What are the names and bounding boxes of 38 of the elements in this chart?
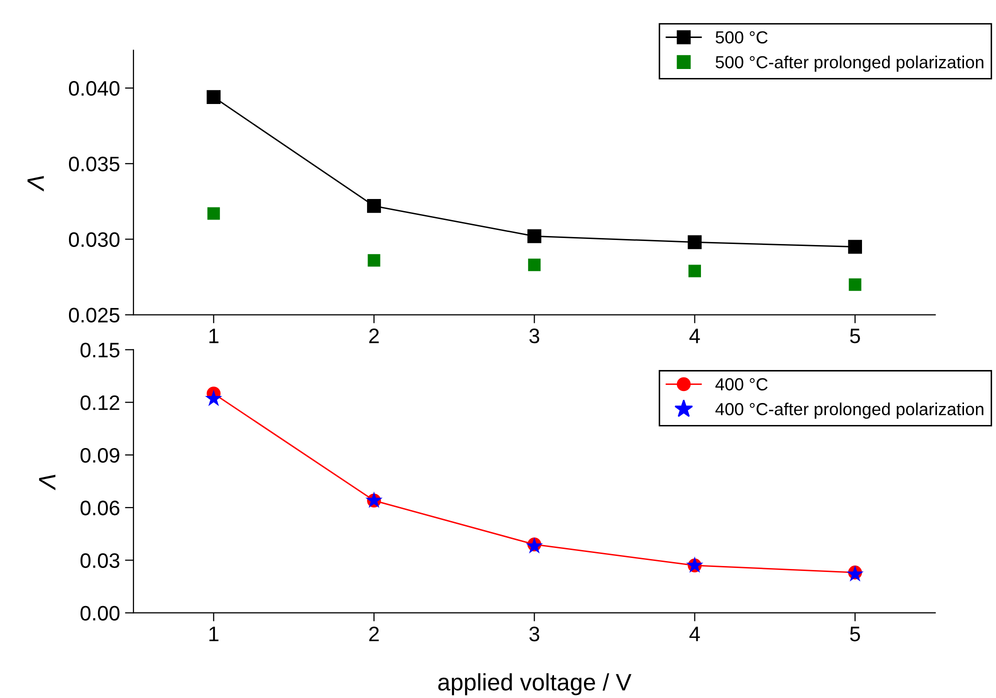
- y-tick-label: 0.035: [68, 156, 120, 172]
- x-tick-label: 1: [209, 328, 218, 344]
- point: [688, 264, 701, 278]
- y-axis-title: Λ: [39, 474, 56, 490]
- x-tick-label: 4: [689, 626, 700, 642]
- x-axis-title: applied voltage / V: [438, 673, 632, 696]
- point: [367, 199, 381, 213]
- x-tick-label: 3: [529, 328, 540, 344]
- point: [848, 240, 862, 254]
- x-tick-label: 2: [369, 626, 379, 642]
- y-tick-label: 0.040: [68, 81, 120, 96]
- x-tick-label: 1: [209, 626, 218, 642]
- legend-label: 500 °C: [716, 31, 768, 44]
- point: [848, 278, 862, 291]
- legend-label: 400 °C-after prolonged polarization: [715, 402, 984, 419]
- point: [528, 258, 541, 272]
- y-tick-label: 0.03: [80, 553, 120, 568]
- x-tick-label: 5: [850, 328, 860, 344]
- legend-label: 500 °C-after prolonged polarization: [716, 56, 984, 72]
- legend-label: 400 °C: [715, 378, 768, 390]
- y-tick-label: 0.15: [80, 342, 120, 358]
- x-tick-label: 5: [850, 626, 860, 642]
- y-tick-label: 0.06: [80, 500, 120, 516]
- x-tick-label: 2: [369, 328, 379, 344]
- y-axis-title: Λ: [28, 176, 44, 192]
- point: [205, 390, 222, 406]
- x-tick-label: 4: [689, 328, 700, 344]
- y-tick-label: 0.030: [68, 232, 120, 247]
- point: [527, 229, 542, 244]
- y-tick-label: 0.025: [68, 308, 120, 323]
- x-tick-label: 3: [529, 626, 540, 642]
- point: [206, 90, 221, 104]
- point: [688, 235, 702, 250]
- point: [207, 207, 220, 220]
- point: [368, 254, 380, 267]
- y-tick-label: 0.00: [80, 606, 120, 621]
- y-tick-label: 0.09: [80, 448, 120, 463]
- y-tick-label: 0.12: [80, 395, 120, 410]
